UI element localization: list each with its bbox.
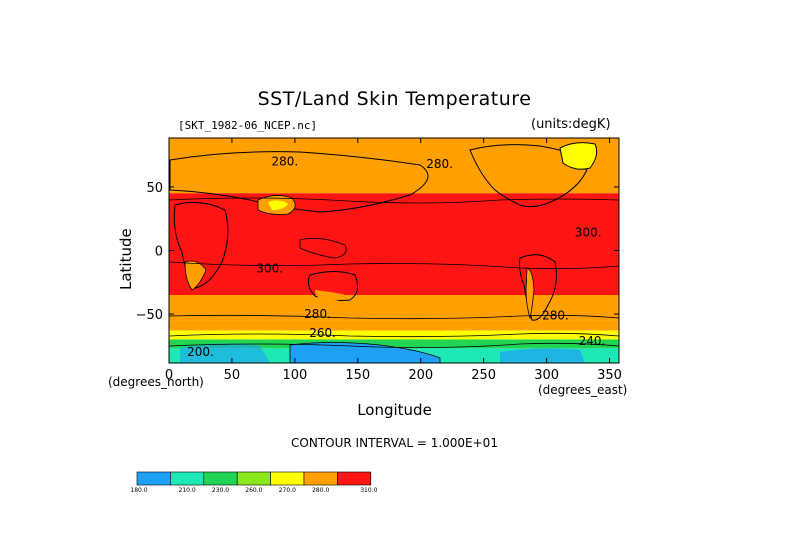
africa-outline [173, 201, 229, 289]
map-features [169, 142, 619, 363]
y-tick-label: −50 [136, 308, 163, 323]
x-tick-label: 150 [345, 368, 370, 383]
temperature-band-0 [169, 138, 619, 194]
y-axis-ticks: −50 0 50 [136, 181, 619, 323]
x-tick-label: 50 [224, 368, 241, 383]
y-axis-unit: (degrees_north) [108, 375, 204, 389]
colorbar-level-label: 310.0 [360, 487, 377, 494]
colorbar-swatch [337, 471, 372, 486]
x-tick-label: 100 [282, 368, 307, 383]
contour-300-north [169, 197, 619, 204]
antarctica-ice-mottled [180, 343, 270, 363]
contour-label: 300. [575, 226, 602, 240]
contour-280-south [169, 314, 619, 320]
weddell-cold [500, 348, 585, 363]
australia-outline [307, 271, 359, 301]
x-tick-label: 200 [408, 368, 433, 383]
contour-label: 300. [256, 261, 283, 275]
y-tick-label: 50 [146, 181, 163, 196]
x-axis-label: Longitude [357, 401, 432, 419]
contour-label: 280. [542, 308, 569, 322]
antarctica-deep-cold [289, 342, 441, 363]
colorbar-swatch [203, 471, 238, 486]
contour-labels: 280. 280. 300. 300. 280. 280. 260. 240. 200. [187, 155, 605, 360]
australia-south-cool [315, 290, 350, 302]
temperature-bands [169, 138, 619, 363]
contour-label: 280. [271, 155, 298, 169]
contour-label: 240. [579, 334, 606, 348]
colorbar-level-label: 260.0 [245, 487, 262, 494]
dataset-filename: [SKT_1982-06_NCEP.nc] [178, 119, 318, 132]
north-america-outline [469, 144, 591, 208]
temperature-band-1 [169, 193, 619, 295]
contour-label: 280. [304, 307, 331, 321]
colorbar-level-label: 210.0 [179, 487, 196, 494]
contour-300-south [169, 261, 619, 270]
units-label: (units:degK) [531, 117, 611, 132]
colorbar-swatch [136, 471, 171, 486]
contour-interval-text: CONTOUR INTERVAL = 1.000E+01 [291, 436, 498, 450]
colorbar-level-label: 230.0 [212, 487, 229, 494]
temperature-band-2 [169, 294, 619, 321]
x-axis-unit: (degrees_east) [538, 383, 628, 397]
contour-label: 200. [187, 345, 214, 359]
maritime-continent [299, 237, 347, 259]
colorbar-swatch [270, 471, 305, 486]
temperature-band-4 [169, 330, 619, 340]
andes-cool-region [525, 267, 535, 320]
tibet-core [268, 200, 288, 210]
greenland-ice [559, 142, 598, 170]
chart-title: SST/Land Skin Temperature [257, 88, 532, 110]
contour-240 [169, 342, 619, 348]
y-tick-label: 0 [155, 245, 163, 260]
colorbar: 180.0 210.0 230.0 260.0 270.0 280.0 310.0 [130, 471, 378, 494]
temperature-band-3 [169, 320, 619, 331]
southern-africa-cool [184, 260, 207, 291]
temperature-band-5 [169, 339, 619, 349]
colorbar-swatch [236, 471, 271, 486]
contour-label: 280. [426, 157, 453, 171]
x-tick-label: 250 [471, 368, 496, 383]
colorbar-level-label: 180.0 [130, 487, 147, 494]
colorbar-level-label: 280.0 [312, 487, 329, 494]
x-tick-label: 0 [165, 368, 173, 383]
colorbar-swatch [170, 471, 205, 486]
contour-260 [169, 332, 619, 338]
x-axis-ticks: 0 50 100 150 200 250 300 350 [165, 138, 622, 383]
south-america-outline [519, 254, 557, 321]
colorbar-swatch [303, 471, 338, 486]
x-tick-label: 350 [597, 368, 622, 383]
eurasia-outline [169, 151, 429, 213]
x-tick-label: 300 [534, 368, 559, 383]
colorbar-level-label: 270.0 [279, 487, 296, 494]
contour-label: 260. [309, 326, 336, 340]
